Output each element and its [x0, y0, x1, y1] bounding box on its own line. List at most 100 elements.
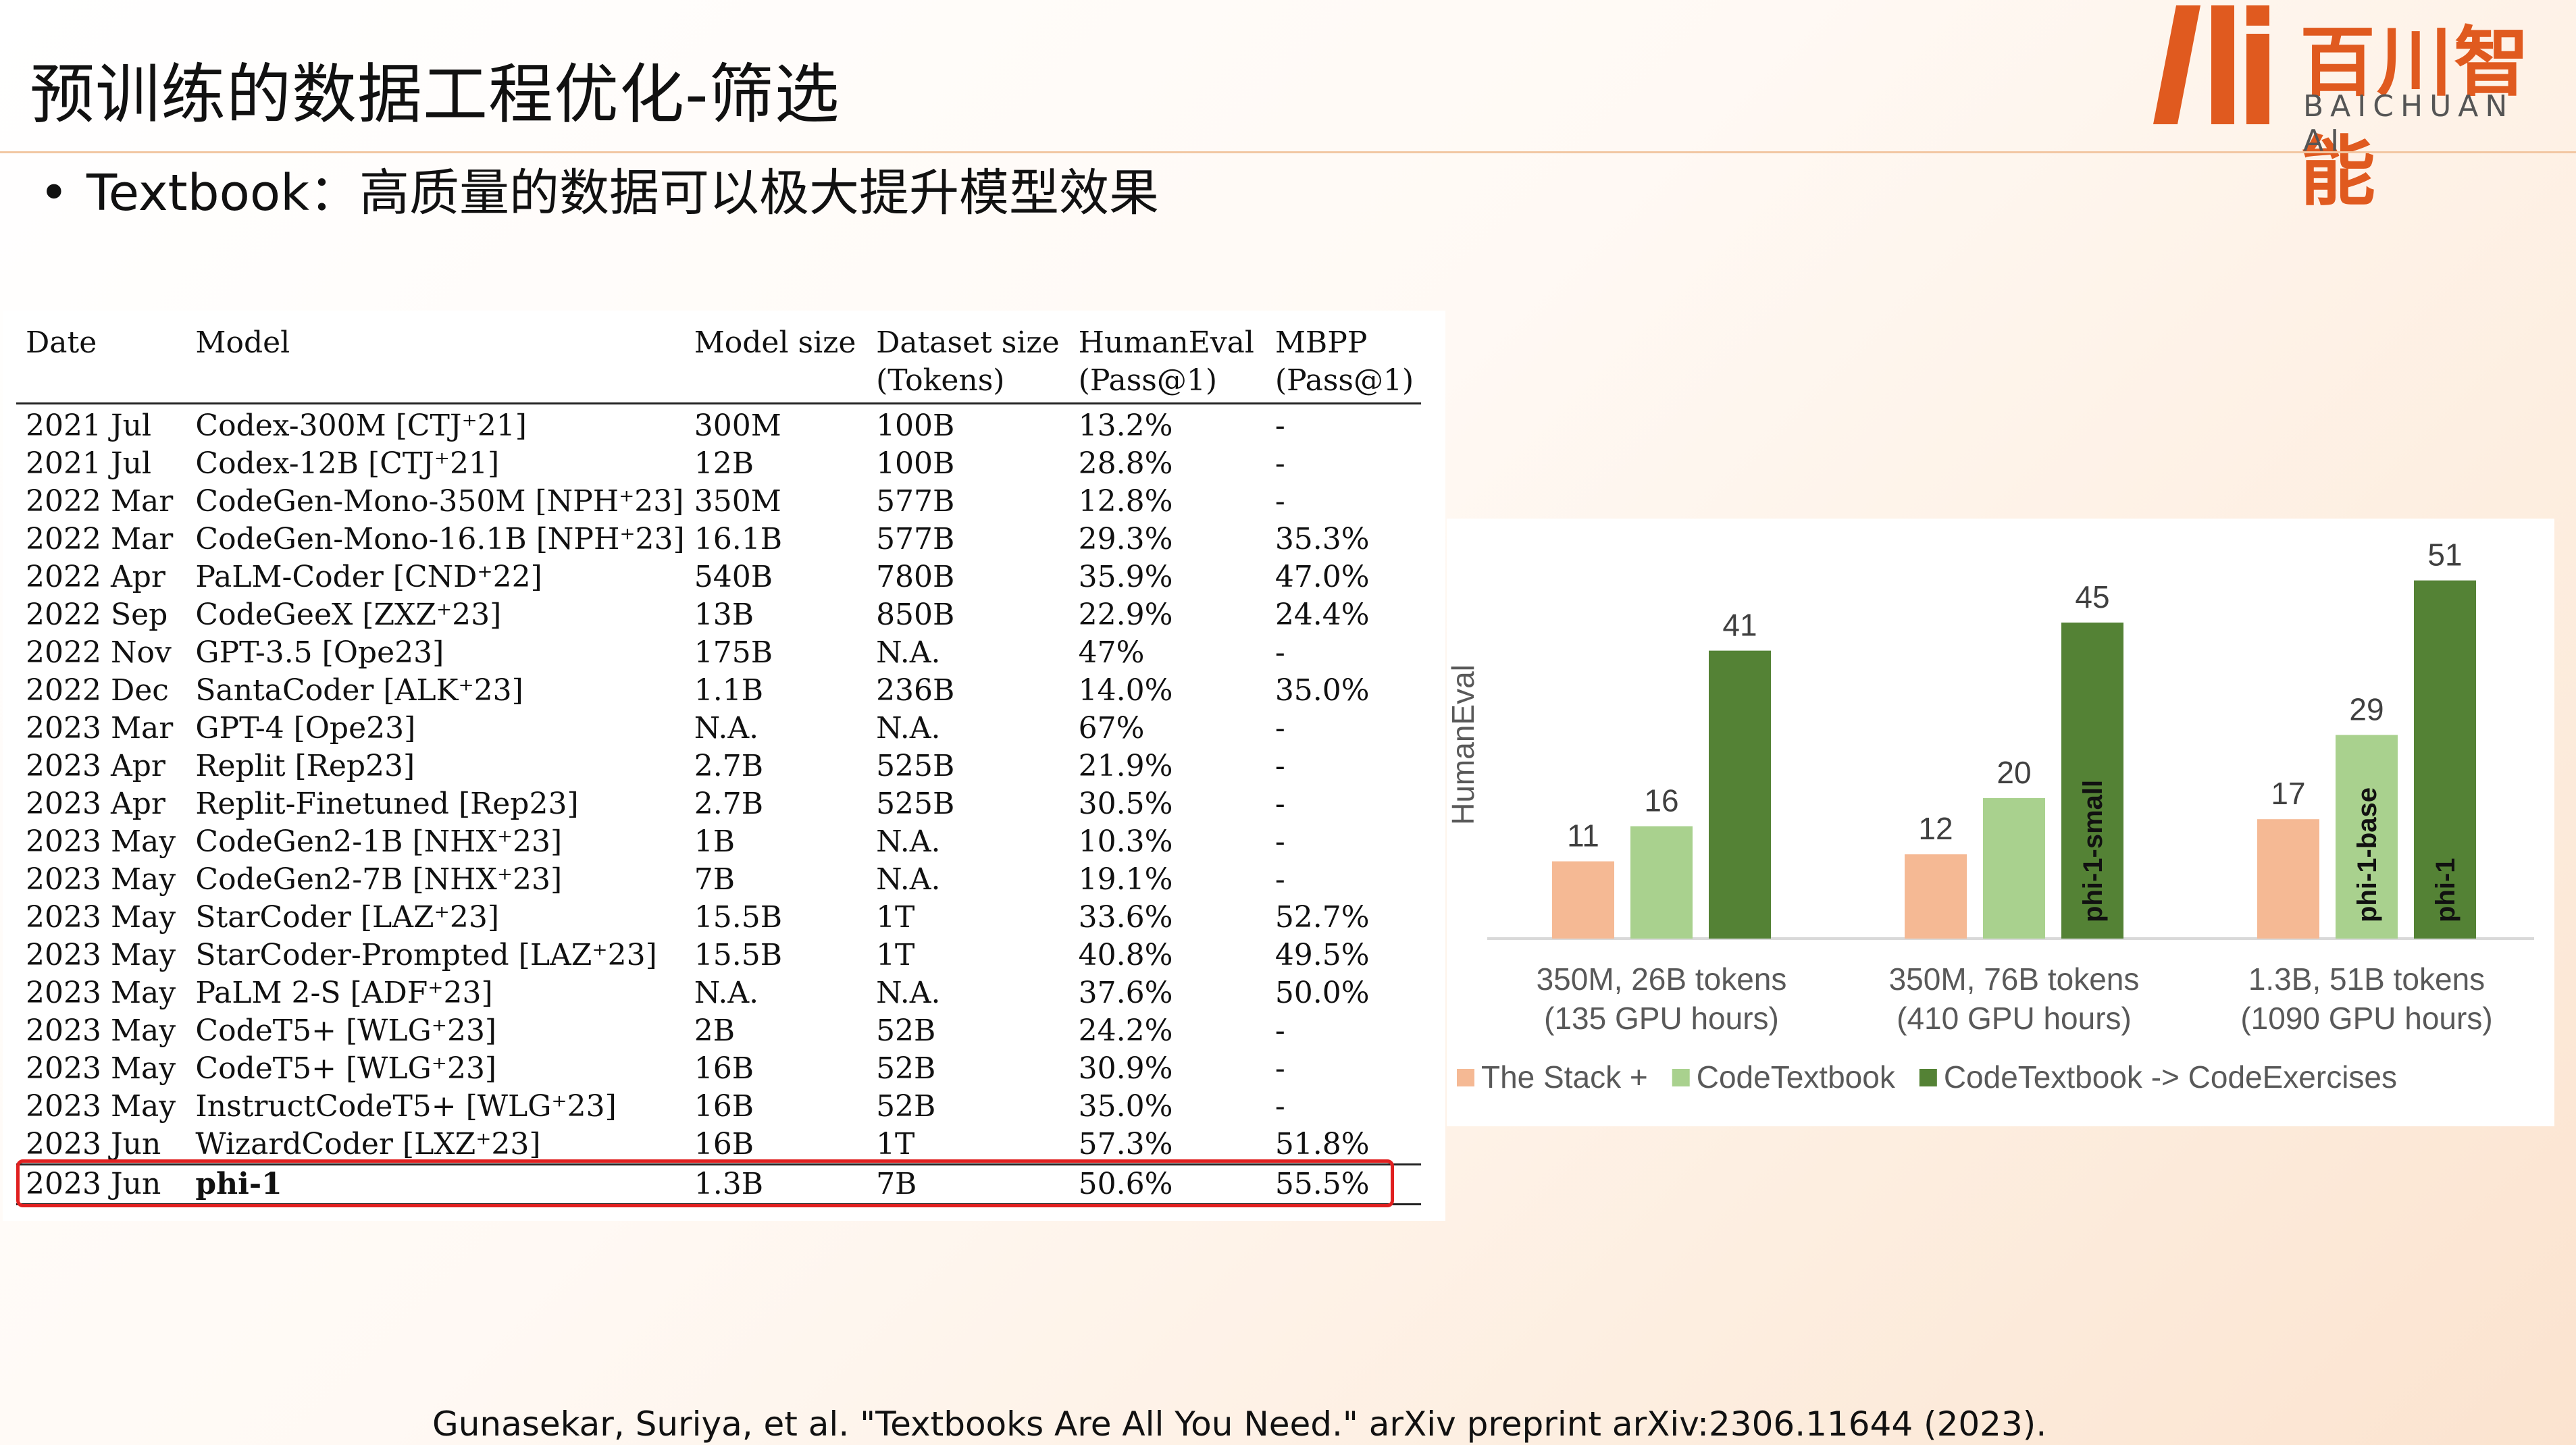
table-row: 2023 May CodeT5+ [WLG⁺23] 16B 52B 30.9% -: [16, 1050, 1421, 1088]
cell-dataset-size: 577B: [876, 522, 955, 556]
cell-model-size: 1B: [694, 824, 736, 859]
data-label: 16: [1644, 783, 1678, 818]
cell-mbpp: 49.5%: [1274, 938, 1370, 972]
cell-model: CodeT5+ [WLG⁺23]: [195, 1014, 497, 1048]
cell-date: 2023 Jun: [16, 1126, 186, 1165]
table-header-row: Date Model Model size Dataset size Human…: [16, 324, 1421, 362]
table-row: 2023 May StarCoder-Prompted [LAZ⁺23] 15.5B…: [16, 937, 1421, 974]
cell-dataset-size: 100B: [876, 446, 955, 481]
data-label: 12: [1918, 811, 1953, 846]
table-row: 2023 Apr Replit-Finetuned [Rep23] 2.7B 525B…: [16, 785, 1421, 823]
cell-humaneval: 33.6%: [1078, 900, 1173, 935]
cell-mbpp: 47.0%: [1274, 560, 1370, 594]
bar-3-group-3: [2414, 580, 2476, 939]
header-dataset-size-sub: (Tokens): [867, 362, 1069, 404]
cell-date: 2022 Sep: [26, 598, 168, 632]
cell-dataset-size: N.A.: [876, 711, 941, 745]
data-label: 41: [1722, 608, 1757, 643]
cell-mbpp: -: [1274, 787, 1285, 821]
table-row: 2023 Jun WizardCoder [LXZ⁺23] 16B 1T 57.3% 51…: [16, 1126, 1421, 1165]
table-row: 2023 May CodeT5+ [WLG⁺23] 2B 52B 24.2% -: [16, 1012, 1421, 1050]
cell-date: 2023 May: [26, 1014, 176, 1048]
header-model-size-sub: [684, 362, 867, 404]
data-label: 45: [2075, 579, 2109, 614]
cell-mbpp: 50.0%: [1274, 976, 1370, 1010]
x-tick-label: (1090 GPU hours): [2240, 1001, 2492, 1036]
bar-inner-label: phi-1-small: [2078, 780, 2108, 922]
cell-date: 2022 Dec: [26, 673, 169, 708]
cell-dataset-size: 1T: [867, 1126, 1069, 1165]
cell-mbpp: -: [1274, 1051, 1285, 1086]
table-row: 2023 May PaLM 2-S [ADF⁺23] N.A. N.A. 37.6% 50…: [16, 974, 1421, 1012]
data-label: 11: [1567, 818, 1599, 853]
header-date: Date: [26, 325, 97, 360]
cell-model: GPT-4 [Ope23]: [195, 711, 416, 745]
cell-dataset-size: 1T: [876, 938, 915, 972]
cell-date: 2021 Jul: [26, 446, 152, 481]
cell-mbpp: -: [1274, 862, 1285, 897]
cell-dataset-size: 236B: [876, 673, 955, 708]
cell-model: Replit [Rep23]: [195, 749, 415, 783]
table-row: 2022 Sep CodeGeeX [ZXZ⁺23] 13B 850B 22.9% 24.…: [16, 596, 1421, 634]
cell-humaneval: 10.3%: [1078, 824, 1173, 859]
cell-humaneval: 40.8%: [1078, 938, 1173, 972]
cell-model: Codex-300M [CTJ⁺21]: [195, 409, 527, 443]
cell-humaneval: 12.8%: [1078, 484, 1173, 519]
bar-2-group-3: [2336, 735, 2398, 939]
cell-model-size: 13B: [694, 598, 754, 632]
cell-mbpp: 35.3%: [1274, 522, 1370, 556]
legend-label: CodeTextbook: [1697, 1059, 1896, 1095]
cell-mbpp: -: [1274, 446, 1285, 481]
cell-humaneval: 21.9%: [1078, 749, 1173, 783]
cell-model-size: 2.7B: [694, 787, 764, 821]
cell-humaneval: 19.1%: [1078, 862, 1173, 897]
table-header-row-2: (Tokens) (Pass@1) (Pass@1): [16, 362, 1421, 404]
cell-date: 2022 Mar: [26, 484, 174, 519]
legend-swatch-2: [1672, 1069, 1690, 1086]
cell-model: CodeGen2-1B [NHX⁺23]: [195, 824, 563, 859]
cell-humaneval: 28.8%: [1078, 446, 1173, 481]
logo-text-en: BAICHUAN AI: [2303, 89, 2515, 158]
header-model-size: Model size: [694, 325, 856, 360]
table-row: 2022 Mar CodeGen-Mono-350M [NPH⁺23] 350M 57…: [16, 483, 1421, 521]
cell-date: 2022 Apr: [26, 560, 165, 594]
cell-date: 2023 Jun: [16, 1164, 186, 1205]
header-humaneval: HumanEval: [1078, 325, 1254, 360]
cell-humaneval: 29.3%: [1078, 522, 1173, 556]
results-table-panel: Date Model Model size Dataset size Human…: [3, 311, 1445, 1221]
cell-humaneval: 67%: [1078, 711, 1145, 745]
table-row: 2022 Dec SantaCoder [ALK⁺23] 1.1B 236B 14.0%…: [16, 672, 1421, 710]
data-label: 51: [2427, 537, 2462, 573]
bar-3-group-1: [1709, 650, 1771, 939]
legend-swatch-3: [1919, 1069, 1937, 1086]
table-row: 2023 May CodeGen2-1B [NHX⁺23] 1B N.A. 10.3% -: [16, 823, 1421, 861]
table-row: 2023 Mar GPT-4 [Ope23] N.A. N.A. 67% -: [16, 710, 1421, 747]
legend-swatch-1: [1457, 1069, 1474, 1086]
cell-mbpp: 55.5%: [1265, 1164, 1421, 1205]
cell-dataset-size: 52B: [876, 1014, 936, 1048]
cell-model-size: 1.3B: [684, 1164, 867, 1205]
bullet-text: Textbook：高质量的数据可以极大提升模型效果: [86, 164, 1160, 222]
cell-mbpp: -: [1274, 711, 1285, 745]
chart-panel: HumanEval 11 16 41 350M, 26B tokens (135 GPU …: [1447, 519, 2554, 1126]
x-tick-label: (410 GPU hours): [1897, 1001, 2132, 1036]
data-label: 20: [1997, 755, 2031, 790]
table-row: 2023 May CodeGen2-7B [NHX⁺23] 7B N.A. 19.1% -: [16, 861, 1421, 899]
header-model: Model: [195, 325, 290, 360]
cell-date: 2022 Mar: [26, 522, 174, 556]
cell-model: CodeGen-Mono-350M [NPH⁺23]: [195, 484, 684, 519]
x-tick-label: 1.3B, 51B tokens: [2248, 962, 2485, 997]
table-row-phi-1: 2023 Jun phi-1 1.3B 7B 50.6% 55.5%: [16, 1164, 1421, 1205]
slide-title: 预训练的数据工程优化-筛选: [30, 57, 840, 132]
cell-humaneval: 35.9%: [1078, 560, 1173, 594]
cell-mbpp: -: [1274, 409, 1285, 443]
x-tick-label: 350M, 26B tokens: [1537, 962, 1787, 997]
bar-inner-label: phi-1-base: [2352, 787, 2382, 922]
cell-dataset-size: 577B: [876, 484, 955, 519]
cell-model: GPT-3.5 [Ope23]: [195, 635, 444, 670]
cell-mbpp: -: [1274, 824, 1285, 859]
cell-model-size: 1.1B: [694, 673, 764, 708]
cell-model: WizardCoder [LXZ⁺23]: [186, 1126, 685, 1165]
cell-mbpp: -: [1274, 635, 1285, 670]
cell-model: phi-1: [186, 1164, 685, 1205]
